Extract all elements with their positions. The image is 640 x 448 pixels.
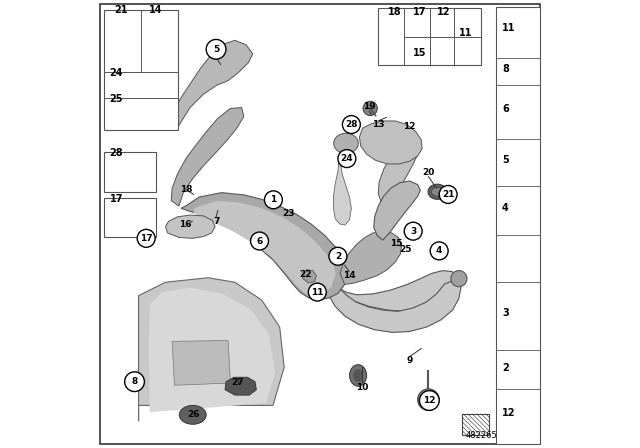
- Text: 8: 8: [131, 377, 138, 386]
- Polygon shape: [172, 340, 230, 385]
- Polygon shape: [378, 142, 419, 205]
- Text: 15: 15: [390, 239, 403, 248]
- Text: 24: 24: [340, 154, 353, 163]
- Polygon shape: [302, 270, 316, 283]
- Text: 22: 22: [300, 270, 312, 279]
- Polygon shape: [172, 108, 244, 206]
- Text: 18: 18: [388, 7, 402, 17]
- Text: 26: 26: [188, 410, 200, 419]
- Ellipse shape: [179, 405, 206, 424]
- Circle shape: [404, 222, 422, 240]
- Polygon shape: [329, 278, 461, 332]
- Bar: [463, 414, 490, 435]
- Text: 25: 25: [399, 246, 412, 254]
- Text: 13: 13: [372, 120, 385, 129]
- Text: 9: 9: [406, 356, 413, 365]
- Ellipse shape: [428, 184, 447, 199]
- Text: 19: 19: [363, 102, 376, 111]
- Circle shape: [342, 116, 360, 134]
- Text: 8: 8: [502, 64, 509, 73]
- Text: 11: 11: [311, 288, 324, 297]
- Ellipse shape: [333, 134, 358, 153]
- Polygon shape: [360, 121, 422, 164]
- Text: 10: 10: [356, 383, 368, 392]
- Polygon shape: [225, 377, 257, 395]
- Text: 28: 28: [345, 120, 358, 129]
- Circle shape: [329, 247, 347, 265]
- Text: 5: 5: [502, 155, 509, 165]
- Circle shape: [451, 271, 467, 287]
- Circle shape: [338, 150, 356, 168]
- Circle shape: [137, 229, 155, 247]
- Ellipse shape: [431, 187, 443, 196]
- Bar: [104, 10, 177, 130]
- Ellipse shape: [353, 369, 363, 382]
- Text: 11: 11: [502, 23, 515, 33]
- Circle shape: [125, 372, 145, 392]
- Text: 12: 12: [502, 408, 515, 418]
- Bar: [104, 152, 157, 192]
- Circle shape: [439, 185, 457, 203]
- Text: 3: 3: [410, 227, 416, 236]
- Text: 12: 12: [403, 122, 416, 131]
- Circle shape: [264, 191, 282, 209]
- Text: 12: 12: [423, 396, 436, 405]
- Polygon shape: [340, 231, 401, 284]
- Circle shape: [250, 232, 269, 250]
- Text: 7: 7: [213, 217, 220, 226]
- Text: 21: 21: [442, 190, 454, 199]
- Text: 6: 6: [502, 104, 509, 114]
- Text: 1: 1: [270, 195, 276, 204]
- Polygon shape: [149, 288, 275, 412]
- Circle shape: [430, 242, 448, 260]
- Polygon shape: [333, 271, 460, 311]
- Text: 3: 3: [502, 308, 509, 318]
- Text: 18: 18: [180, 185, 193, 194]
- Ellipse shape: [349, 365, 367, 386]
- Text: 27: 27: [231, 378, 244, 387]
- Circle shape: [419, 391, 439, 410]
- Text: 482265: 482265: [465, 431, 497, 440]
- Polygon shape: [165, 215, 215, 238]
- Circle shape: [206, 39, 226, 59]
- Text: 25: 25: [109, 94, 123, 104]
- Text: 23: 23: [282, 209, 295, 218]
- Text: 14: 14: [343, 271, 355, 280]
- Text: 2: 2: [502, 363, 509, 373]
- Text: 17: 17: [413, 7, 427, 17]
- Text: 4: 4: [502, 203, 509, 213]
- Text: 28: 28: [109, 148, 123, 158]
- Text: 16: 16: [179, 220, 192, 228]
- Polygon shape: [172, 40, 253, 125]
- Polygon shape: [194, 201, 336, 296]
- Text: 20: 20: [422, 168, 435, 177]
- Text: 17: 17: [109, 194, 123, 203]
- Text: 6: 6: [257, 237, 262, 246]
- Polygon shape: [181, 193, 347, 300]
- Text: 21: 21: [114, 5, 127, 15]
- Text: 11: 11: [459, 28, 472, 38]
- Text: 15: 15: [413, 47, 427, 57]
- Polygon shape: [333, 161, 351, 225]
- Text: 24: 24: [109, 68, 123, 78]
- Circle shape: [363, 101, 378, 116]
- Bar: [378, 8, 481, 65]
- Text: 17: 17: [140, 234, 152, 243]
- Bar: [496, 7, 540, 444]
- Text: 14: 14: [149, 5, 163, 15]
- Bar: [104, 198, 157, 237]
- Text: 2: 2: [335, 252, 341, 261]
- Text: 5: 5: [213, 45, 219, 54]
- Circle shape: [418, 389, 439, 410]
- Text: 12: 12: [437, 7, 451, 17]
- Text: 4: 4: [436, 246, 442, 255]
- Polygon shape: [374, 181, 420, 240]
- Polygon shape: [139, 278, 284, 421]
- Circle shape: [308, 283, 326, 301]
